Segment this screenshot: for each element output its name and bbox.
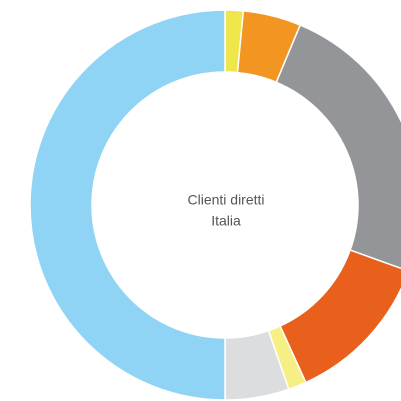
center-label: Clienti diretti xyxy=(187,192,264,208)
donut-slice xyxy=(29,9,226,401)
donut-slice xyxy=(275,24,401,270)
donut-slice xyxy=(279,249,401,384)
donut xyxy=(29,9,401,401)
center-label: Italia xyxy=(211,213,241,229)
